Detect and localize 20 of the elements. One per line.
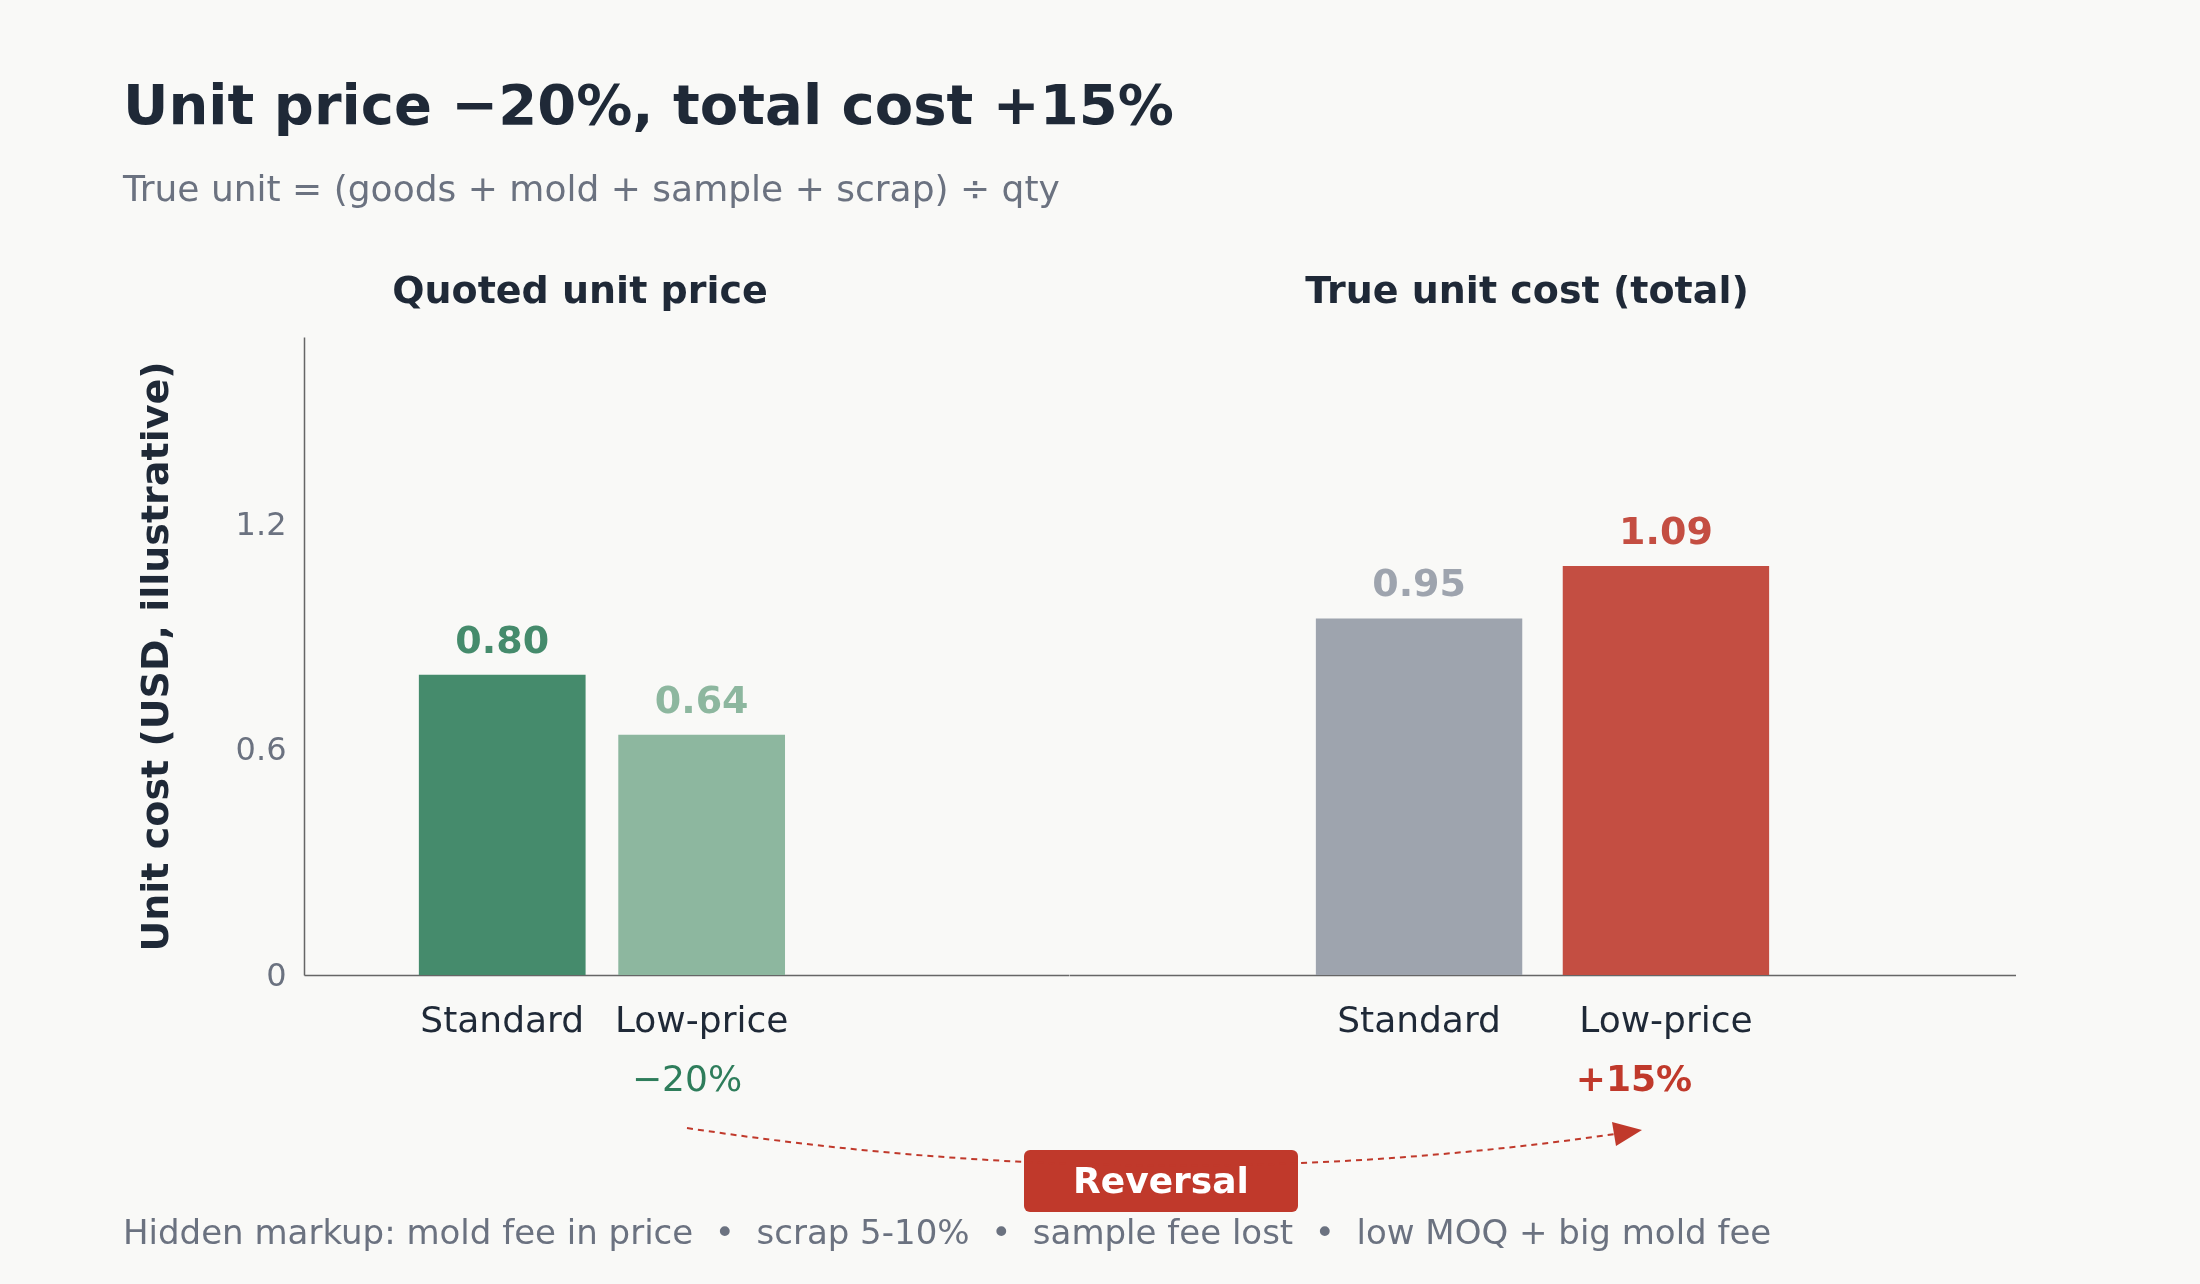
text: Quoted unit price <box>392 268 768 312</box>
data-label: 1.09 <box>1619 508 1713 553</box>
x-tick-label: Standard <box>1337 998 1501 1040</box>
data-label: 0.95 <box>1372 561 1466 606</box>
x-tick-label: Low-price <box>1579 998 1753 1040</box>
y-axis-title: Unit cost (USD, illustrative) <box>132 361 177 952</box>
text: Reversal <box>1024 1150 1298 1212</box>
x-tick-label: Low-price <box>614 998 789 1040</box>
text: Hidden markup: mold fee in price • scrap 5-10% • sample fee lost • low MOQ + big mold fee <box>123 1212 1772 1252</box>
chart-subtitle: True unit = (goods + mold + sample + scrap) ÷ qty <box>123 168 1060 209</box>
text: −20% <box>631 1058 743 1099</box>
y-tick-label: 0.6 <box>235 730 287 769</box>
chart-title: Unit price −20%, total cost +15% <box>123 72 1174 137</box>
x-tick-label: Standard <box>420 998 585 1040</box>
text: True unit cost (total) <box>1305 268 1749 312</box>
data-label: 0.80 <box>455 617 550 662</box>
y-tick-label: 0 <box>266 955 287 994</box>
text: +15% <box>1575 1058 1693 1099</box>
data-label: 0.64 <box>654 677 749 722</box>
y-tick-label: 1.2 <box>235 505 287 544</box>
